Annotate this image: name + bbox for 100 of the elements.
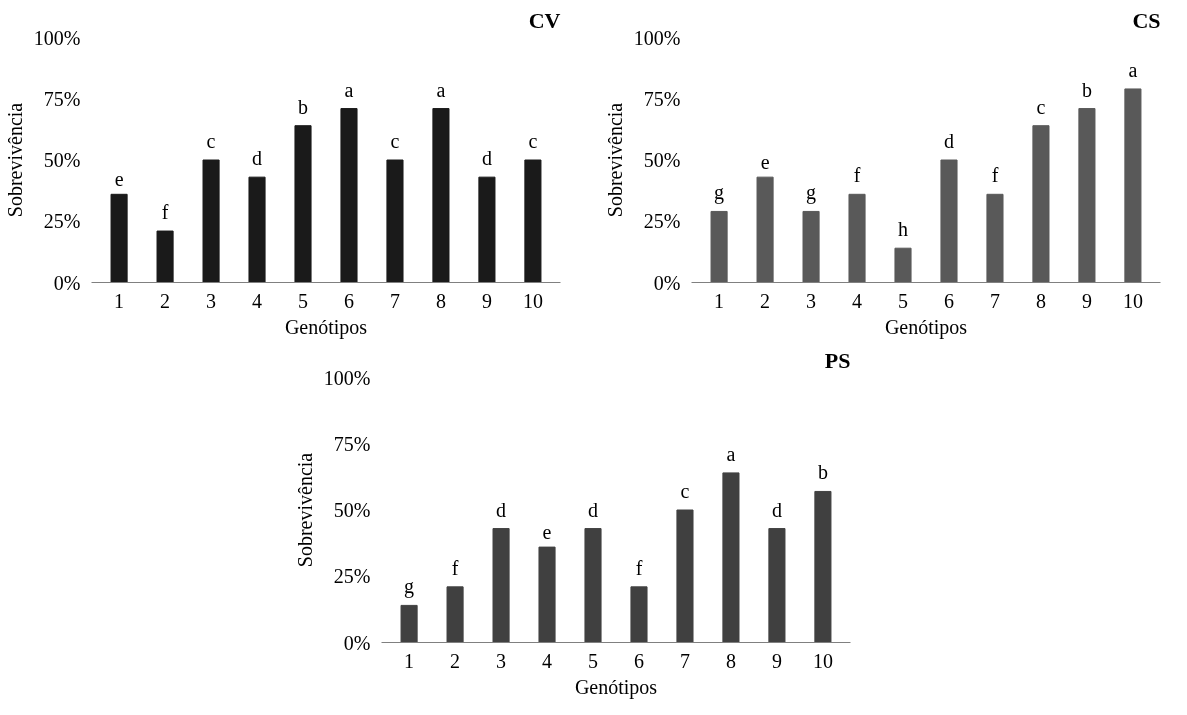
x-tick-label: 6 bbox=[633, 649, 644, 672]
data-label: g bbox=[806, 181, 817, 205]
bar bbox=[156, 230, 174, 283]
x-tick-label: 1 bbox=[114, 289, 125, 312]
bar bbox=[1032, 125, 1050, 283]
x-axis-title: Genótipos bbox=[284, 315, 368, 339]
y-tick-label: 100% bbox=[323, 366, 371, 389]
data-label: g bbox=[404, 575, 415, 599]
bar bbox=[432, 108, 450, 283]
bar bbox=[478, 176, 496, 283]
x-tick-label: 9 bbox=[1081, 289, 1092, 312]
bar bbox=[802, 210, 820, 283]
x-tick-label: 4 bbox=[852, 289, 863, 312]
data-label: b bbox=[1081, 78, 1092, 101]
bar bbox=[110, 193, 128, 283]
bar bbox=[1124, 88, 1142, 283]
bar bbox=[986, 193, 1004, 283]
x-tick-label: 6 bbox=[343, 289, 354, 312]
x-tick-label: 8 bbox=[725, 649, 736, 672]
y-tick-label: 0% bbox=[343, 631, 371, 654]
x-tick-label: 7 bbox=[989, 289, 1000, 312]
data-label: c bbox=[206, 130, 216, 152]
data-label: e bbox=[114, 168, 124, 191]
x-tick-label: 9 bbox=[771, 649, 782, 672]
x-tick-label: 6 bbox=[943, 289, 954, 312]
data-label: a bbox=[344, 78, 354, 101]
data-label: f bbox=[853, 164, 861, 187]
data-label: f bbox=[991, 164, 999, 187]
data-label: g bbox=[714, 181, 725, 205]
y-tick-label: 50% bbox=[43, 149, 81, 171]
data-label: b bbox=[817, 461, 828, 484]
x-tick-label: 10 bbox=[522, 289, 543, 312]
x-tick-label: 8 bbox=[435, 289, 446, 312]
bar bbox=[538, 546, 556, 643]
bar bbox=[722, 472, 740, 643]
bar bbox=[630, 586, 648, 643]
y-tick-label: 0% bbox=[53, 271, 81, 294]
bar bbox=[400, 604, 418, 643]
y-tick-label: 100% bbox=[33, 26, 81, 49]
bar bbox=[1078, 108, 1096, 283]
data-label: e bbox=[760, 151, 770, 174]
x-tick-label: 2 bbox=[450, 649, 461, 672]
bar bbox=[524, 159, 542, 283]
y-tick-label: 100% bbox=[633, 26, 681, 49]
x-tick-label: 10 bbox=[1122, 289, 1143, 312]
y-tick-label: 75% bbox=[43, 87, 81, 110]
bar bbox=[676, 509, 694, 643]
data-label: c bbox=[1036, 95, 1046, 118]
bar bbox=[386, 159, 404, 283]
chart-title: CV bbox=[528, 7, 561, 33]
x-tick-label: 1 bbox=[714, 289, 725, 312]
bar bbox=[248, 176, 266, 283]
x-tick-label: 3 bbox=[496, 649, 507, 672]
x-tick-label: 5 bbox=[298, 289, 309, 312]
data-label: h bbox=[898, 218, 909, 241]
bar bbox=[584, 528, 602, 643]
data-label: d bbox=[943, 130, 954, 152]
bar bbox=[710, 210, 728, 283]
data-label: d bbox=[481, 147, 492, 170]
y-tick-label: 25% bbox=[643, 210, 681, 233]
bar bbox=[202, 159, 220, 283]
x-tick-label: 4 bbox=[252, 289, 263, 312]
data-label: a bbox=[726, 442, 736, 465]
bar bbox=[894, 247, 912, 283]
y-tick-label: 25% bbox=[43, 210, 81, 233]
x-tick-label: 9 bbox=[481, 289, 492, 312]
data-label: b bbox=[298, 95, 309, 118]
x-axis-title: Genótipos bbox=[574, 675, 658, 699]
bar bbox=[814, 490, 832, 643]
data-label: c bbox=[680, 480, 690, 502]
bar bbox=[848, 193, 866, 283]
y-axis-title: Sobrevivência bbox=[293, 452, 316, 568]
bar bbox=[756, 176, 774, 283]
bar bbox=[492, 528, 510, 643]
data-label: c bbox=[390, 130, 400, 152]
bar bbox=[294, 125, 312, 283]
data-label: c bbox=[528, 130, 538, 152]
data-label: d bbox=[771, 498, 782, 521]
data-label: d bbox=[496, 498, 507, 521]
x-tick-label: 3 bbox=[806, 289, 817, 312]
x-tick-label: 8 bbox=[1035, 289, 1046, 312]
x-tick-label: 10 bbox=[812, 649, 833, 672]
x-tick-label: 5 bbox=[898, 289, 909, 312]
data-label: d bbox=[252, 147, 263, 170]
y-tick-label: 25% bbox=[333, 565, 371, 588]
x-tick-label: 7 bbox=[679, 649, 690, 672]
x-tick-label: 3 bbox=[206, 289, 217, 312]
y-tick-label: 50% bbox=[333, 499, 371, 521]
y-axis-title: Sobrevivência bbox=[603, 102, 626, 218]
data-label: d bbox=[588, 498, 599, 521]
x-tick-label: 2 bbox=[160, 289, 171, 312]
data-label: f bbox=[451, 556, 459, 579]
x-tick-label: 1 bbox=[404, 649, 415, 672]
data-label: a bbox=[436, 78, 446, 101]
y-tick-label: 50% bbox=[643, 149, 681, 171]
bar bbox=[940, 159, 958, 283]
data-label: f bbox=[161, 201, 169, 224]
chart-title: CS bbox=[1132, 7, 1161, 33]
x-tick-label: 2 bbox=[760, 289, 771, 312]
x-tick-label: 7 bbox=[389, 289, 400, 312]
